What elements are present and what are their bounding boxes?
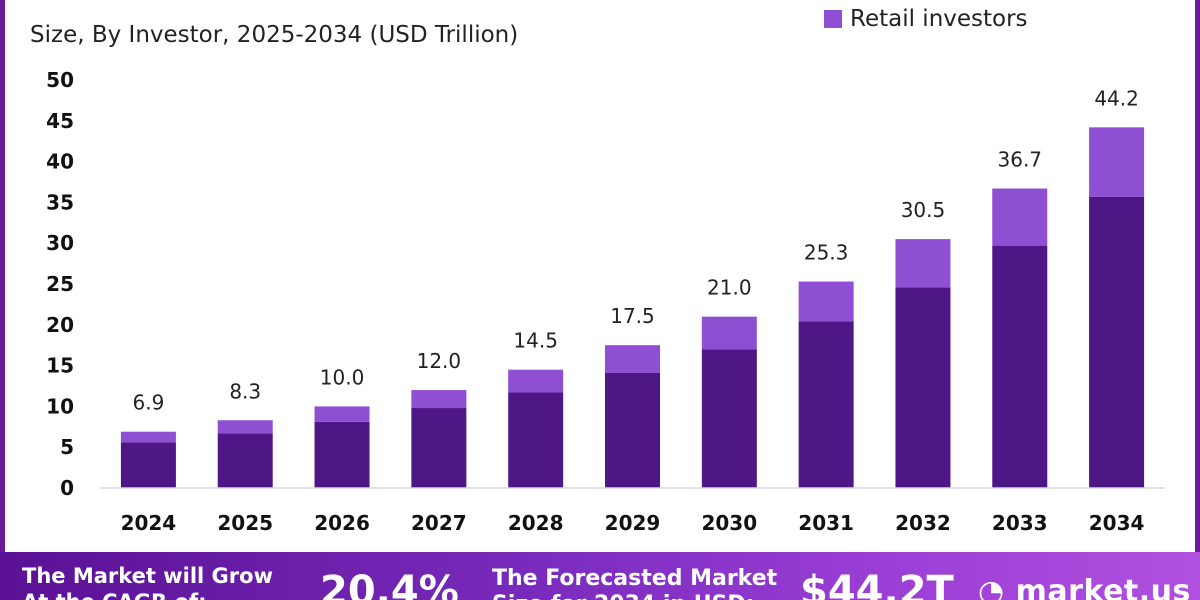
legend: Retail investors [824,6,1028,32]
bar-base-2024 [120,442,176,488]
bar-base-2031 [798,321,854,488]
y-tick-label: 30 [46,231,74,255]
bar-base-2026 [314,421,370,488]
y-axis: 0 5 10 15 20 25 30 35 40 45 50 [46,68,74,500]
y-tick-label: 10 [46,394,74,418]
chart-subtitle: Size, By Investor, 2025-2034 (USD Trilli… [30,22,519,48]
x-tick-label-2028: 2028 [508,511,564,535]
footer-forecast-caption-line2: Size for 2034 in USD: [492,592,755,600]
bar-retail-2024 [120,431,176,443]
x-tick-label-2025: 2025 [217,511,273,535]
footer-banner: The Market will Grow At the CAGR of: 20.… [0,552,1200,600]
total-label-2028: 14.5 [513,329,558,353]
x-tick-label-2033: 2033 [992,511,1048,535]
y-tick-label: 25 [46,272,74,296]
total-label-2030: 21.0 [707,276,752,300]
total-label-2024: 6.9 [133,391,165,415]
bar-retail-2032 [895,239,951,288]
bar-retail-2033 [992,188,1048,246]
footer-forecast-caption-line1: The Forecasted Market [492,566,778,591]
bars [120,127,1145,489]
bar-retail-2034 [1089,127,1145,197]
y-tick-label: 5 [60,435,74,459]
y-tick-label: 50 [46,68,74,92]
x-tick-label-2032: 2032 [895,511,951,535]
bar-retail-2029 [605,345,660,373]
bar-base-2032 [895,287,951,488]
y-tick-label: 15 [46,354,74,378]
total-label-2027: 12.0 [417,349,462,373]
x-tick-label-2026: 2026 [314,511,370,535]
y-tick-label: 20 [46,313,74,337]
logo-icon: ◔ [978,574,1005,600]
bar-retail-2031 [798,281,854,322]
y-tick-label: 35 [46,190,74,214]
x-tick-label-2027: 2027 [411,511,467,535]
x-tick-label-2024: 2024 [121,511,177,535]
bar-base-2028 [508,392,564,488]
footer-cagr-caption-line2: At the CAGR of: [22,590,207,600]
total-label-2031: 25.3 [804,241,849,265]
bar-base-2030 [701,349,757,488]
total-label-2032: 30.5 [901,198,946,222]
x-axis: 2024 2025 2026 2027 2028 2029 2030 2031 2032 2033… [100,487,1165,535]
bar-base-2025 [217,433,273,488]
bar-retail-2028 [508,369,564,393]
legend-label-retail: Retail investors [850,6,1028,32]
x-tick-label-2029: 2029 [605,511,661,535]
total-label-2034: 44.2 [1094,86,1139,110]
bar-base-2027 [411,408,467,488]
brand-logo[interactable]: ◔ market.us [978,574,1191,600]
x-tick-label-2034: 2034 [1089,511,1145,535]
total-label-2025: 8.3 [229,379,261,403]
total-labels: 6.9 8.3 10.0 12.0 14.5 17.5 21.0 25.3 30.5 36.7 44… [133,86,1139,414]
total-label-2033: 36.7 [998,148,1043,172]
total-label-2026: 10.0 [320,365,365,389]
bar-retail-2027 [411,390,467,409]
y-tick-label: 40 [46,150,74,174]
bar-retail-2026 [314,406,370,422]
total-label-2029: 17.5 [610,304,655,328]
x-tick-label-2030: 2030 [701,511,757,535]
bar-base-2029 [605,372,660,488]
logo-text: market.us [1015,574,1191,600]
y-tick-label: 45 [46,109,74,133]
y-tick-label: 0 [60,476,74,500]
bar-base-2034 [1089,196,1145,489]
bar-base-2033 [992,245,1048,488]
x-tick-label-2031: 2031 [798,511,854,535]
footer-forecast-value: $44.2T [800,568,954,600]
bar-retail-2030 [701,316,757,350]
footer-cagr-value: 20.4% [320,568,459,600]
bar-retail-2025 [217,420,273,434]
footer-cagr-caption-line1: The Market will Grow [22,564,273,588]
legend-swatch-retail [824,10,842,28]
